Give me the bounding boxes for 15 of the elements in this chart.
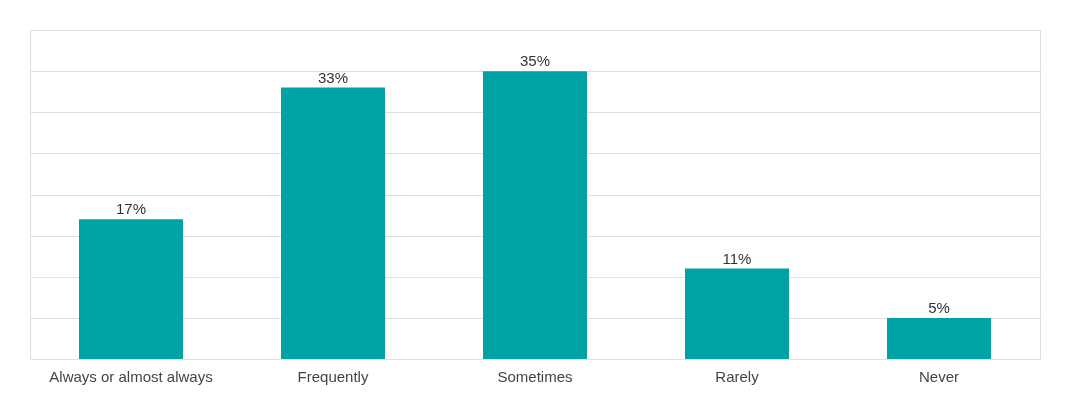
x-tick-label: Rarely xyxy=(715,367,760,385)
data-label: 11% xyxy=(722,249,752,267)
bar xyxy=(79,219,183,359)
x-tick-label: Sometimes xyxy=(497,367,573,385)
data-label: 35% xyxy=(519,52,551,70)
x-tick-label: Never xyxy=(918,367,960,385)
bar xyxy=(281,87,385,359)
data-label: 5% xyxy=(928,298,950,316)
x-tick-label: Always or almost always xyxy=(49,367,213,385)
data-label: 17% xyxy=(115,200,147,218)
data-label: 33% xyxy=(317,68,349,86)
bar xyxy=(483,71,587,359)
bar xyxy=(685,268,789,359)
x-tick-label: Frequently xyxy=(297,367,369,385)
bar xyxy=(887,317,991,359)
